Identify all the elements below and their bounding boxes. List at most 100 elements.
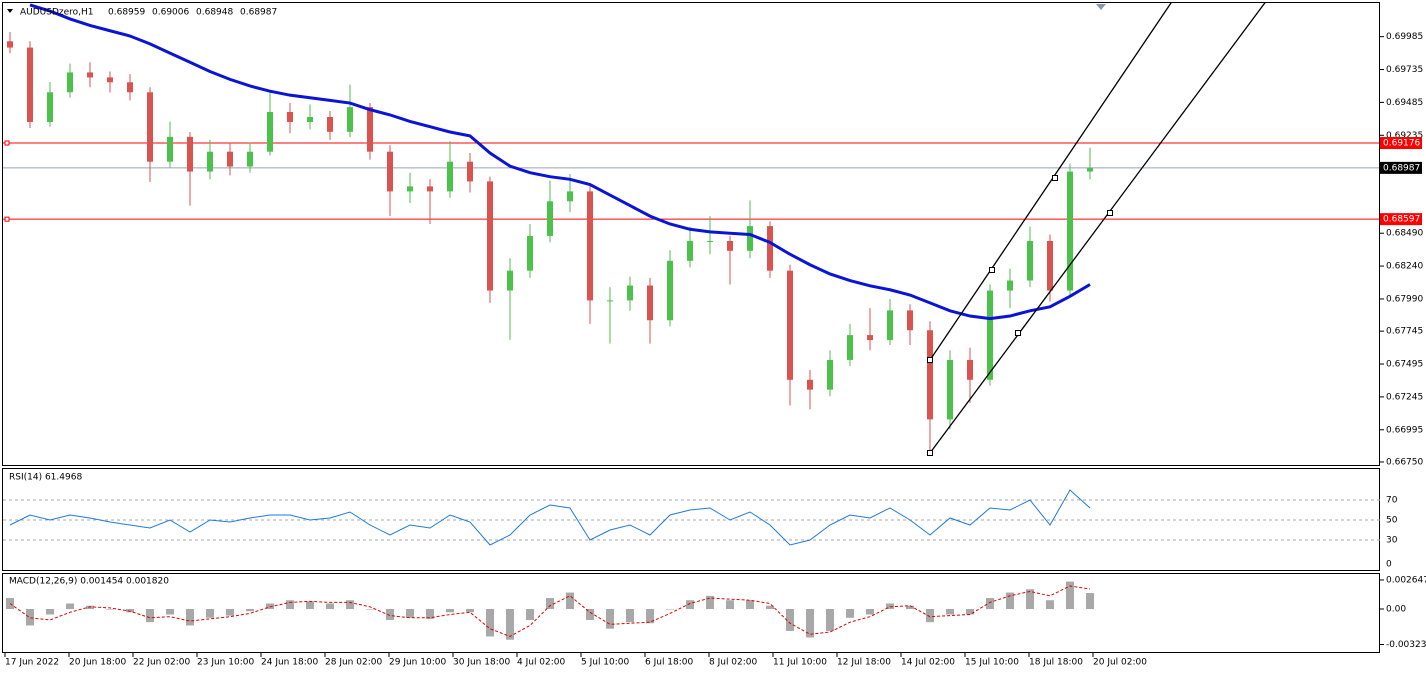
macd-bar (626, 609, 634, 623)
macd-bar (606, 609, 614, 629)
candle-body (167, 136, 173, 162)
anchor (1015, 330, 1021, 336)
y-tick-label: 0.67245 (1386, 392, 1423, 402)
candle-body (347, 107, 353, 132)
candle-body (487, 181, 493, 291)
macd-bar (686, 600, 694, 610)
macd-bar (466, 609, 474, 613)
x-tick-label: 11 Jul 10:00 (773, 658, 827, 668)
macd-bar (186, 609, 194, 626)
level-anchor (4, 216, 10, 222)
y-tick-label: 30 (1386, 536, 1398, 546)
level-label-box (1380, 137, 1422, 150)
candle-body (287, 111, 293, 122)
macd-title: MACD(12,26,9) 0.001454 0.001820 (9, 577, 169, 587)
candle-body (727, 240, 733, 251)
x-tick-label: 14 Jul 02:00 (901, 658, 955, 668)
anchor (927, 357, 933, 363)
macd-bar (66, 603, 74, 610)
macd-bar (906, 605, 914, 610)
macd-bar (1086, 593, 1094, 610)
x-tick-label: 24 Jun 18:00 (261, 658, 318, 668)
macd-bar (786, 609, 794, 631)
macd-bar (806, 609, 814, 638)
y-tick-label: 0.66995 (1386, 425, 1423, 435)
macd-bar (166, 609, 174, 615)
macd-bar (866, 609, 874, 615)
channel-line (929, 3, 1172, 361)
candle-body (987, 290, 993, 380)
candle-body (847, 335, 853, 360)
macd-bar (346, 600, 354, 610)
x-tick-label: 28 Jun 02:00 (325, 658, 382, 668)
y-tick-label: 0.67745 (1386, 327, 1423, 337)
x-tick-label: 22 Jun 02:00 (133, 658, 190, 668)
y-tick-label: 0.69985 (1386, 32, 1423, 42)
candle-body (387, 151, 393, 192)
candle-body (807, 379, 813, 390)
level-label: 0.69176 (1383, 139, 1420, 149)
candle-body (827, 359, 833, 390)
macd-bar (766, 605, 774, 610)
candle-body (187, 136, 193, 172)
macd-bar (1046, 600, 1054, 610)
macd-bar (986, 598, 994, 610)
candle-body (127, 82, 133, 93)
macd-bar (1006, 592, 1014, 610)
macd-bar (706, 595, 714, 610)
macd-bar (726, 600, 734, 610)
candle-body (27, 47, 33, 122)
candle-body (607, 300, 613, 302)
anchor (989, 267, 995, 273)
macd-bar (1026, 589, 1034, 610)
macd-panel (2, 573, 1380, 653)
macd-bar (426, 609, 434, 619)
symbol-title: AUDUSDzero,H1 (20, 8, 94, 18)
rsi-title: RSI(14) 61.4968 (9, 473, 82, 483)
candle-body (467, 161, 473, 182)
macd-bar (446, 609, 454, 613)
y-tick-label: 0.67495 (1386, 360, 1423, 370)
candle-body (1047, 240, 1053, 291)
x-tick-label: 6 Jul 18:00 (645, 658, 694, 668)
candle-body (7, 41, 13, 48)
candle-body (207, 151, 213, 172)
candle-body (1067, 171, 1073, 291)
macd-bar (526, 609, 534, 620)
x-tick-label: 30 Jun 18:00 (453, 658, 510, 668)
candle-body (1027, 240, 1033, 281)
y-tick-label: -0.003237 (1386, 640, 1426, 650)
y-tick-label: 0.67990 (1386, 294, 1423, 304)
candle-body (787, 270, 793, 380)
candle-body (147, 92, 153, 162)
level-label-box (1380, 213, 1422, 226)
macd-bar (106, 609, 114, 610)
candle-body (547, 201, 553, 236)
x-tick-label: 23 Jun 10:00 (197, 658, 254, 668)
candle-body (587, 191, 593, 301)
candle-body (687, 240, 693, 261)
x-tick-label: 15 Jul 10:00 (965, 658, 1019, 668)
candle-body (907, 310, 913, 331)
candle-body (707, 240, 713, 242)
macd-bar (846, 609, 854, 618)
candle-body (367, 107, 373, 152)
candle-body (867, 335, 873, 341)
y-tick-label: 0.68240 (1386, 262, 1423, 272)
macd-bar (746, 600, 754, 610)
rsi-line (9, 489, 1091, 546)
price-label-box (1380, 161, 1422, 174)
anchor (927, 450, 933, 456)
macd-bar (946, 609, 954, 615)
macd-bar (206, 609, 214, 618)
candle-body (327, 116, 333, 132)
x-tick-label: 29 Jun 10:00 (389, 658, 446, 668)
macd-bar (146, 609, 154, 623)
candle-body (87, 72, 93, 78)
macd-bar (326, 603, 334, 610)
macd-bar (506, 609, 514, 640)
macd-bar (666, 609, 674, 610)
channel-line (929, 3, 1266, 454)
